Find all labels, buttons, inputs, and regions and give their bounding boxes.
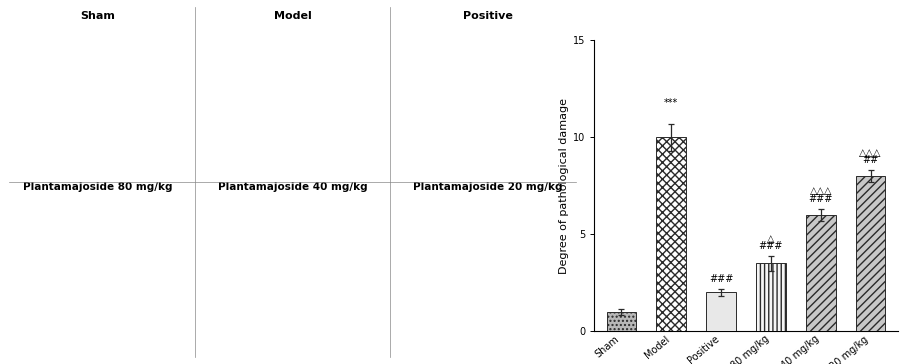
Text: ###: ### [709,274,733,284]
Bar [756,263,785,331]
Bar [707,292,736,331]
Text: Model: Model [274,11,311,21]
Text: Positive: Positive [463,11,512,21]
Text: Plantamajoside 80 mg/kg: Plantamajoside 80 mg/kg [23,182,172,192]
Text: Plantamajoside 20 mg/kg: Plantamajoside 20 mg/kg [413,182,562,192]
Text: ###: ### [759,241,783,251]
Text: △△△: △△△ [859,148,882,158]
Text: Plantamajoside 40 mg/kg: Plantamajoside 40 mg/kg [218,182,367,192]
Bar [657,137,687,331]
Text: ***: *** [664,98,678,108]
Text: ###: ### [808,194,833,203]
Text: △△△: △△△ [809,186,832,196]
Bar [805,215,835,331]
Text: Sham: Sham [80,11,115,21]
Text: △: △ [767,234,775,244]
Bar [855,176,885,331]
Bar [607,312,637,331]
Y-axis label: Degree of pathological damage: Degree of pathological damage [559,98,569,274]
Text: ##: ## [863,155,879,165]
